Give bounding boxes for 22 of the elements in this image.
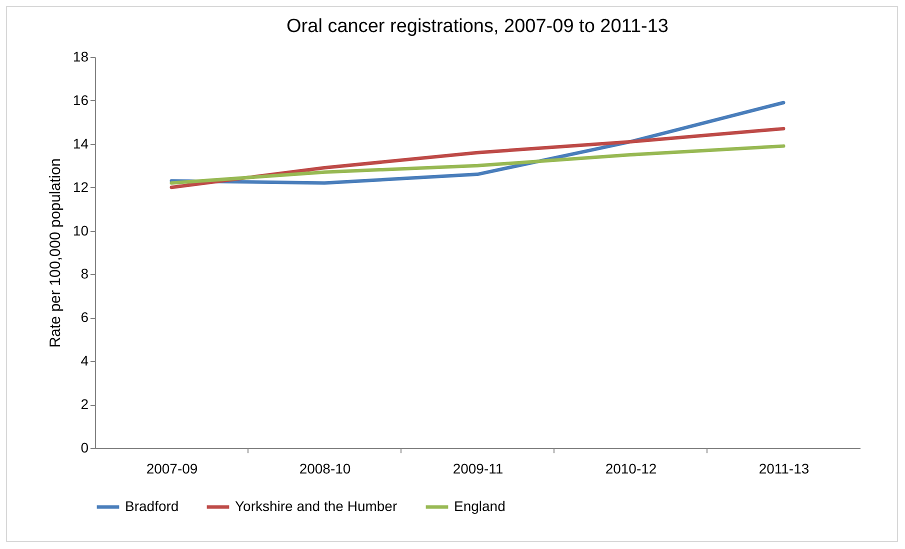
y-tick-label: 14: [72, 135, 89, 152]
x-tick-label: 2009-11: [452, 460, 504, 476]
y-tick-label: 4: [80, 352, 89, 369]
y-axis-title: Rate per 100,000 population: [46, 158, 64, 348]
y-tick-label: 0: [80, 440, 89, 456]
y-tick-label: 18: [72, 48, 89, 64]
y-tick-label: 6: [80, 309, 89, 326]
x-tick-label: 2008-10: [299, 460, 351, 476]
x-tick-label: 2007-09: [146, 460, 198, 476]
y-tick-label: 2: [80, 396, 89, 412]
chart-title: Oral cancer registrations, 2007-09 to 2011-13: [286, 16, 668, 37]
line-series: [170, 144, 786, 185]
x-tick-label: 2011-13: [758, 460, 810, 476]
y-tick-label: 8: [80, 266, 89, 282]
legend-label: Bradford: [125, 498, 179, 514]
y-tick-label: 12: [72, 178, 89, 195]
legend-label: England: [454, 498, 506, 514]
y-tick-label: 16: [72, 92, 89, 108]
line-series: [170, 126, 786, 190]
y-tick-label: 10: [72, 222, 89, 238]
legend-label: Yorkshire and the Humber: [235, 498, 398, 514]
x-tick-label: 2010-12: [605, 460, 657, 476]
